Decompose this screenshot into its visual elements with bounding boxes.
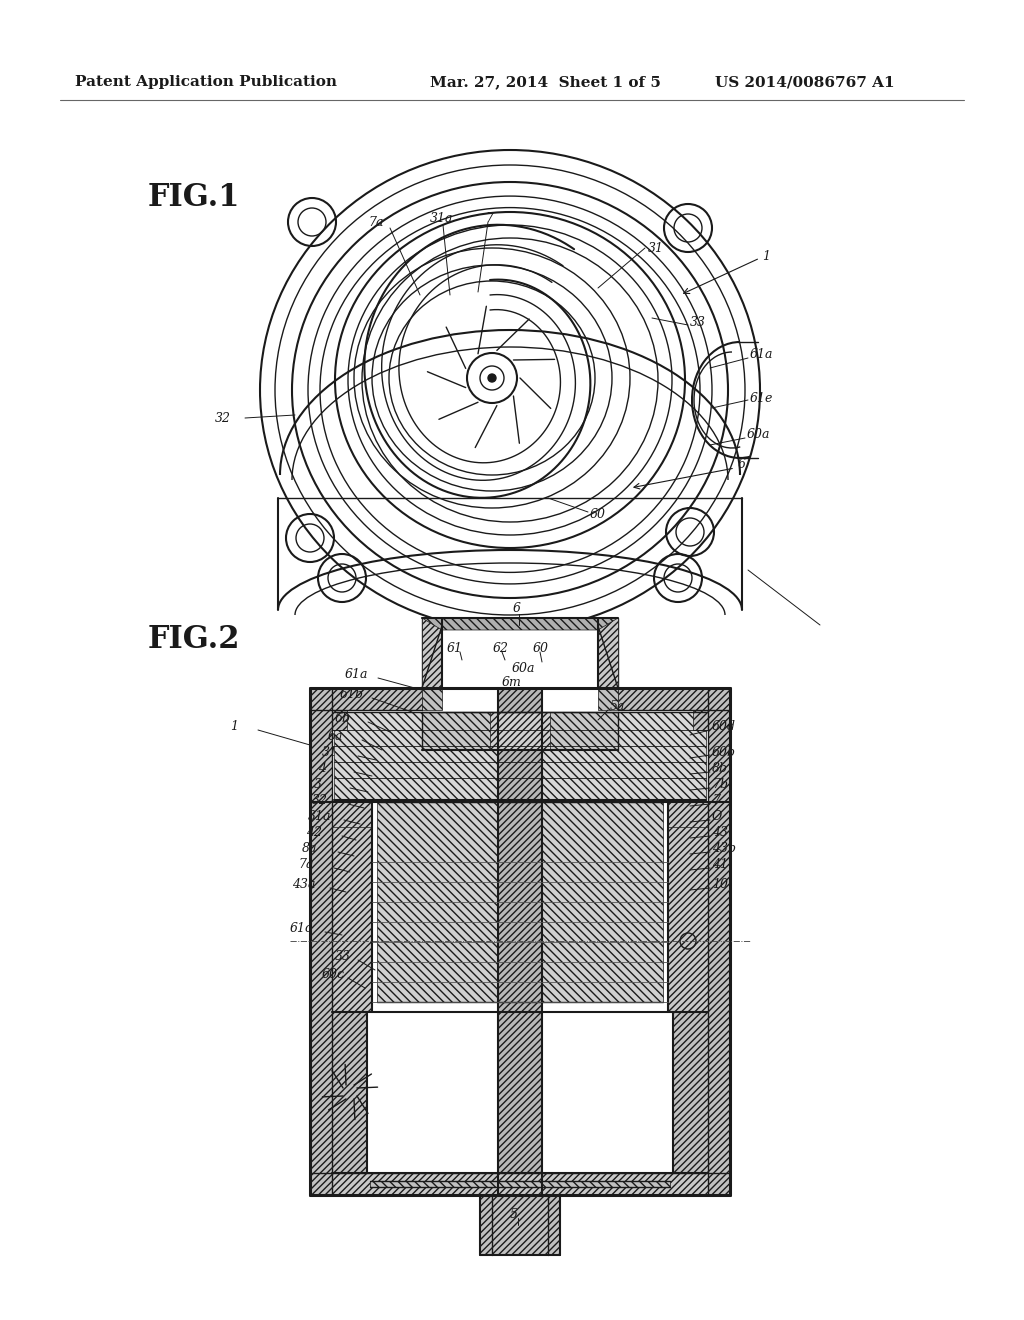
Text: 31a: 31a bbox=[308, 810, 332, 824]
Polygon shape bbox=[334, 711, 706, 800]
Polygon shape bbox=[422, 618, 442, 688]
Polygon shape bbox=[693, 710, 708, 730]
Text: 62: 62 bbox=[493, 642, 509, 655]
Polygon shape bbox=[673, 1012, 708, 1173]
Text: 7a: 7a bbox=[298, 858, 313, 871]
Text: O: O bbox=[712, 809, 722, 822]
Text: 7b: 7b bbox=[712, 779, 728, 792]
Text: FIG.1: FIG.1 bbox=[148, 182, 241, 214]
Text: 60b: 60b bbox=[712, 746, 736, 759]
Text: 6b: 6b bbox=[335, 711, 351, 725]
Text: 10: 10 bbox=[712, 879, 728, 891]
Polygon shape bbox=[422, 618, 618, 688]
Text: 60a: 60a bbox=[512, 661, 536, 675]
Text: 6a: 6a bbox=[328, 730, 343, 743]
Text: 31a: 31a bbox=[430, 211, 454, 224]
Text: 41: 41 bbox=[712, 858, 728, 871]
Text: 60d: 60d bbox=[712, 721, 736, 734]
Text: 61c: 61c bbox=[290, 923, 313, 936]
Polygon shape bbox=[422, 618, 618, 630]
Polygon shape bbox=[498, 688, 542, 1195]
Text: 6: 6 bbox=[738, 458, 746, 471]
Polygon shape bbox=[598, 688, 618, 710]
Polygon shape bbox=[310, 1173, 730, 1195]
Text: US 2014/0086767 A1: US 2014/0086767 A1 bbox=[716, 75, 895, 88]
Text: 31: 31 bbox=[322, 746, 338, 759]
Polygon shape bbox=[422, 711, 618, 750]
Text: 32: 32 bbox=[312, 793, 328, 807]
Text: 61: 61 bbox=[447, 642, 463, 655]
Text: 8b: 8b bbox=[712, 763, 728, 776]
Text: 1: 1 bbox=[230, 721, 238, 734]
Polygon shape bbox=[332, 803, 372, 1012]
Text: 61a: 61a bbox=[345, 668, 369, 681]
Text: 33: 33 bbox=[335, 950, 351, 964]
Text: 43b: 43b bbox=[712, 842, 736, 855]
Text: 61b: 61b bbox=[340, 689, 364, 701]
Polygon shape bbox=[668, 803, 708, 1012]
Text: 31: 31 bbox=[648, 242, 664, 255]
Polygon shape bbox=[668, 828, 708, 1012]
Text: 1: 1 bbox=[762, 249, 770, 263]
Text: 8a: 8a bbox=[302, 842, 317, 854]
Circle shape bbox=[488, 374, 496, 381]
Text: 60: 60 bbox=[590, 508, 606, 521]
Text: 7: 7 bbox=[485, 211, 493, 224]
Polygon shape bbox=[310, 688, 332, 1195]
Text: 61e: 61e bbox=[750, 392, 773, 404]
Polygon shape bbox=[332, 828, 372, 1012]
Text: Patent Application Publication: Patent Application Publication bbox=[75, 75, 337, 88]
Text: Mar. 27, 2014  Sheet 1 of 5: Mar. 27, 2014 Sheet 1 of 5 bbox=[430, 75, 660, 88]
Text: 33: 33 bbox=[690, 315, 706, 329]
Polygon shape bbox=[422, 688, 442, 710]
Text: 60c: 60c bbox=[322, 969, 345, 982]
Text: 43a: 43a bbox=[292, 879, 315, 891]
Text: 4: 4 bbox=[318, 762, 326, 775]
Polygon shape bbox=[332, 710, 347, 730]
Text: 6: 6 bbox=[513, 602, 521, 615]
Polygon shape bbox=[598, 618, 618, 688]
Polygon shape bbox=[377, 803, 663, 1002]
Text: 7: 7 bbox=[712, 793, 720, 807]
Text: 5a: 5a bbox=[610, 701, 626, 714]
Polygon shape bbox=[332, 1012, 367, 1173]
Text: 5: 5 bbox=[510, 1209, 518, 1221]
Text: 3: 3 bbox=[314, 779, 322, 792]
Text: 60: 60 bbox=[534, 642, 549, 655]
Polygon shape bbox=[370, 1181, 670, 1187]
Text: 43: 43 bbox=[712, 825, 728, 838]
Polygon shape bbox=[618, 688, 730, 710]
Text: 7a: 7a bbox=[368, 215, 384, 228]
Polygon shape bbox=[310, 688, 422, 710]
Polygon shape bbox=[490, 711, 550, 750]
Text: FIG.2: FIG.2 bbox=[148, 624, 241, 656]
Text: 42: 42 bbox=[306, 825, 322, 838]
Polygon shape bbox=[332, 1173, 708, 1195]
Text: 6m: 6m bbox=[502, 676, 522, 689]
Text: 32: 32 bbox=[215, 412, 231, 425]
Polygon shape bbox=[480, 1195, 560, 1255]
Polygon shape bbox=[708, 688, 730, 1195]
Text: 60a: 60a bbox=[746, 429, 770, 441]
Text: 61a: 61a bbox=[750, 348, 773, 362]
